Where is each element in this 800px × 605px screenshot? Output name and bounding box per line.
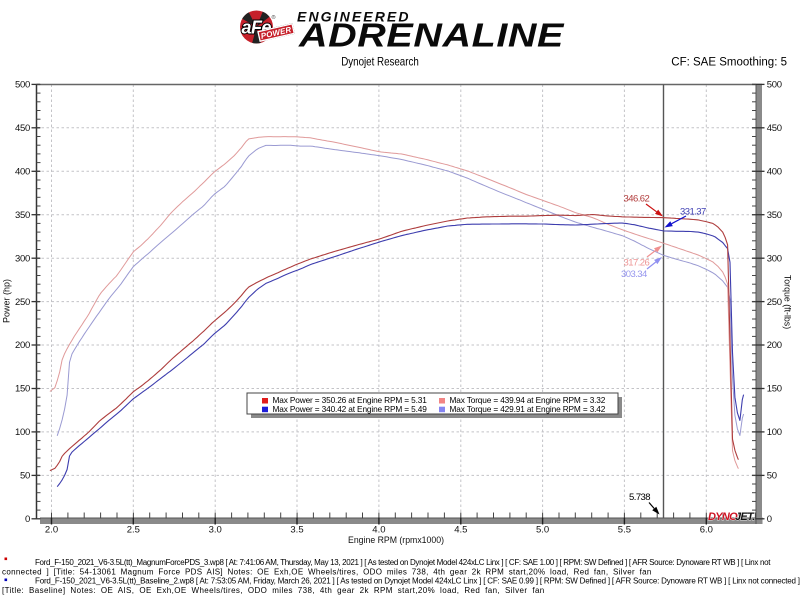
svg-text:®: ®	[272, 14, 276, 21]
svg-text:[Title: Baseline] Notes: OE A: [Title: Baseline] Notes: OE AIS, OE Exh,…	[2, 586, 545, 595]
svg-text:4.0: 4.0	[372, 525, 385, 536]
svg-text:350: 350	[15, 210, 30, 221]
svg-text:150: 150	[767, 384, 782, 395]
svg-text:300: 300	[767, 253, 782, 264]
svg-text:3.5: 3.5	[290, 525, 303, 536]
svg-text:Max Power = 340.42 at Engine R: Max Power = 340.42 at Engine RPM = 5.49	[273, 404, 428, 414]
svg-text:500: 500	[767, 80, 782, 91]
svg-text:100: 100	[15, 427, 30, 438]
svg-text:Ford_F-150_2021_V6-3.5L(tt)_Ma: Ford_F-150_2021_V6-3.5L(tt)_MagnumForceP…	[35, 558, 771, 567]
svg-text:317.26: 317.26	[624, 258, 650, 269]
svg-text:400: 400	[767, 167, 782, 178]
svg-text:JET.: JET.	[735, 511, 755, 523]
svg-text:250: 250	[767, 297, 782, 308]
svg-text:50: 50	[767, 471, 777, 482]
svg-text:Ford_F-150_2021_V6-3.5L(tt)_Ba: Ford_F-150_2021_V6-3.5L(tt)_Baseline_2.w…	[35, 577, 800, 586]
svg-text:303.34: 303.34	[621, 269, 647, 280]
svg-text:ADRENALINE: ADRENALINE	[298, 17, 565, 54]
svg-text:150: 150	[15, 384, 30, 395]
svg-text:CF: SAE Smoothing: 5: CF: SAE Smoothing: 5	[671, 56, 787, 68]
svg-text:4.5: 4.5	[454, 525, 467, 536]
svg-text:450: 450	[15, 123, 30, 134]
svg-text:250: 250	[15, 297, 30, 308]
svg-text:2.5: 2.5	[127, 525, 140, 536]
svg-text:Engine RPM (rpmx1000): Engine RPM (rpmx1000)	[348, 535, 444, 545]
svg-text:Torque (ft-lbs): Torque (ft-lbs)	[783, 275, 793, 329]
svg-text:400: 400	[15, 167, 30, 178]
svg-text:300: 300	[15, 253, 30, 264]
svg-text:ENGINEERED: ENGINEERED	[297, 9, 411, 25]
svg-text:6.0: 6.0	[700, 525, 713, 536]
svg-text:350: 350	[767, 210, 782, 221]
svg-text:Max Torque = 439.94 at Engine: Max Torque = 439.94 at Engine RPM = 3.32	[450, 395, 606, 405]
svg-text:200: 200	[767, 340, 782, 351]
svg-text:5.5: 5.5	[618, 525, 631, 536]
svg-text:connected ] [Title: 54-13061 M: connected ] [Title: 54-13061 Magnum Forc…	[2, 567, 652, 576]
svg-text:100: 100	[767, 427, 782, 438]
svg-text:0: 0	[25, 514, 30, 525]
svg-text:50: 50	[20, 471, 30, 482]
svg-text:5.0: 5.0	[536, 525, 549, 536]
svg-text:Max Torque = 429.91 at Engine: Max Torque = 429.91 at Engine RPM = 3.42	[450, 404, 606, 414]
svg-text:500: 500	[15, 80, 30, 91]
svg-text:Dynojet Research: Dynojet Research	[341, 56, 419, 69]
svg-text:450: 450	[767, 123, 782, 134]
svg-text:Max Power = 350.26 at Engine R: Max Power = 350.26 at Engine RPM = 5.31	[273, 395, 428, 405]
svg-text:346.62: 346.62	[624, 194, 650, 205]
svg-text:331.37: 331.37	[680, 207, 706, 218]
svg-text:2.0: 2.0	[45, 525, 58, 536]
svg-text:5.738: 5.738	[629, 492, 650, 503]
svg-text:0: 0	[767, 514, 772, 525]
svg-text:200: 200	[15, 340, 30, 351]
svg-text:3.0: 3.0	[209, 525, 222, 536]
svg-text:DYNO: DYNO	[708, 511, 738, 523]
svg-text:Power (hp): Power (hp)	[2, 279, 12, 323]
